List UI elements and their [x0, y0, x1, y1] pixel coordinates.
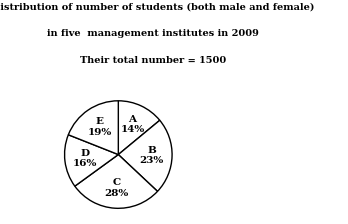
- Wedge shape: [118, 120, 172, 191]
- Text: Their total number = 1500: Their total number = 1500: [80, 56, 226, 65]
- Wedge shape: [118, 101, 160, 155]
- Text: in five  management institutes in 2009: in five management institutes in 2009: [47, 29, 259, 38]
- Wedge shape: [75, 155, 158, 208]
- Text: B
23%: B 23%: [140, 146, 164, 165]
- Text: D
16%: D 16%: [73, 149, 97, 168]
- Text: Distribution of number of students (both male and female): Distribution of number of students (both…: [0, 2, 314, 11]
- Text: E
19%: E 19%: [87, 117, 112, 137]
- Text: C
28%: C 28%: [104, 178, 128, 198]
- Wedge shape: [65, 135, 118, 186]
- Wedge shape: [68, 101, 118, 155]
- Text: A
14%: A 14%: [120, 115, 145, 134]
